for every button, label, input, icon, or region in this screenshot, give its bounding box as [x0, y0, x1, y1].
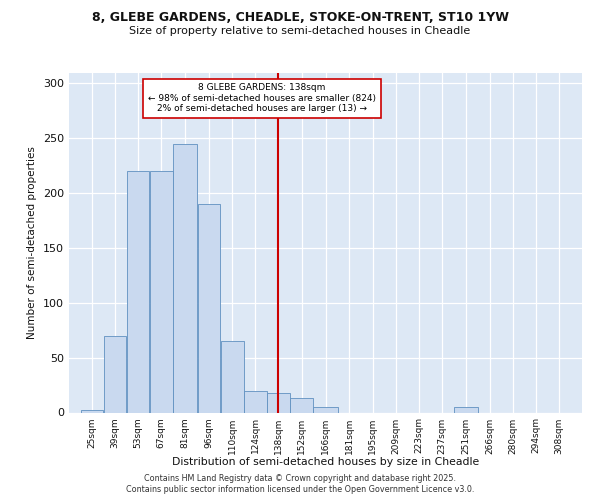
Bar [221, 341, 244, 412]
Text: Contains HM Land Registry data © Crown copyright and database right 2025.
Contai: Contains HM Land Registry data © Crown c… [126, 474, 474, 494]
X-axis label: Distribution of semi-detached houses by size in Cheadle: Distribution of semi-detached houses by … [172, 456, 479, 466]
Bar [173, 144, 197, 412]
Bar [290, 398, 313, 412]
Text: 8, GLEBE GARDENS, CHEADLE, STOKE-ON-TRENT, ST10 1YW: 8, GLEBE GARDENS, CHEADLE, STOKE-ON-TREN… [91, 11, 509, 24]
Bar [81, 410, 103, 412]
Bar [313, 407, 338, 412]
Bar [150, 171, 173, 412]
Bar [267, 393, 290, 412]
Bar [454, 407, 478, 412]
Bar [104, 336, 127, 412]
Bar [127, 171, 149, 412]
Text: Size of property relative to semi-detached houses in Cheadle: Size of property relative to semi-detach… [130, 26, 470, 36]
Bar [198, 204, 220, 412]
Text: 8 GLEBE GARDENS: 138sqm
← 98% of semi-detached houses are smaller (824)
2% of se: 8 GLEBE GARDENS: 138sqm ← 98% of semi-de… [148, 84, 376, 114]
Bar [244, 390, 266, 412]
Y-axis label: Number of semi-detached properties: Number of semi-detached properties [28, 146, 37, 339]
